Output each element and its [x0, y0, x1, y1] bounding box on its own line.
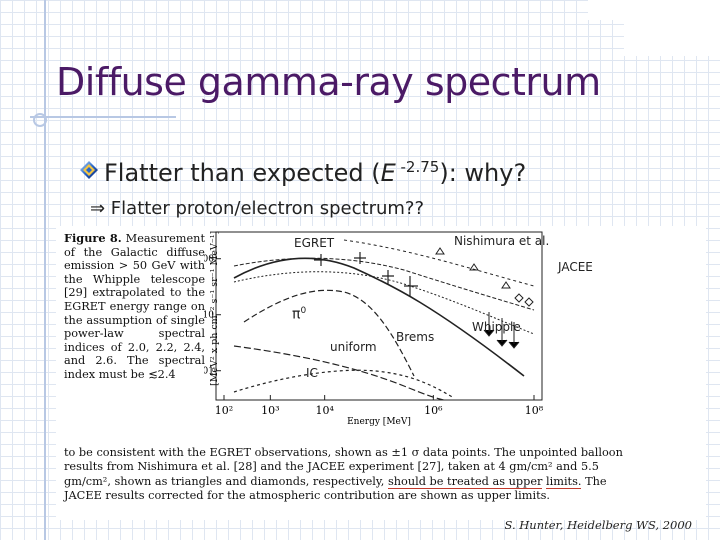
caption-underlined-1: should be treated as upper: [387, 474, 543, 489]
label-ic: IC: [306, 366, 318, 380]
jacee-upper-limits: [483, 312, 520, 349]
sub-bullet: ⇒ Flatter proton/electron spectrum??: [90, 198, 425, 219]
diamond-bullet-icon: [80, 161, 98, 179]
bullet-text-before: Flatter than expected (: [104, 159, 381, 187]
curve-ic: [233, 369, 455, 399]
egret-points: [314, 252, 418, 296]
x-tick-label: 10³: [261, 404, 279, 417]
bullet-variable: E: [380, 159, 396, 187]
bullet-exponent: -2.75: [395, 158, 440, 176]
caption-underlined-2: limits.: [546, 474, 582, 489]
x-tick-label: 10⁴: [315, 404, 334, 417]
caption-heading: Figure 8.: [64, 231, 122, 245]
label-jacee: JACEE: [558, 260, 593, 274]
curve-model-b: [233, 271, 535, 335]
jacee-diamonds: [514, 293, 534, 307]
y-tick-label: 0.001: [204, 367, 214, 377]
label-nishimura: Nishimura et al.: [454, 234, 550, 248]
label-whipple: Whipple: [472, 320, 521, 334]
figure-image: Figure 8. Measurement of the Galactic di…: [56, 226, 706, 520]
caption-intro: Measurement of the Galactic diffuse emis…: [64, 232, 205, 381]
curve-model-a: [233, 257, 535, 311]
decor-ring-icon: [33, 113, 47, 127]
label-pi0: π0: [292, 306, 306, 323]
curve-nishimura: [343, 239, 535, 287]
decor-vertical-line: [44, 0, 46, 540]
y-ticks: 0.100 0.010 0.001: [204, 255, 221, 377]
label-pi0-base: π: [292, 306, 301, 323]
label-uniform: uniform: [330, 340, 377, 354]
bullet-text-after: ): why?: [439, 159, 527, 187]
nishimura-triangles: [435, 247, 511, 289]
label-egret: EGRET: [294, 236, 335, 250]
curve-egret: [233, 257, 525, 377]
x-axis-label: Energy [MeV]: [347, 417, 411, 426]
decor-horizontal-line: [30, 116, 176, 118]
figure-caption-bottom: to be consistent with the EGRET observat…: [64, 446, 646, 504]
curve-uniform: [243, 289, 415, 377]
caption-rest-2: The JACEE results corrected for the atmo…: [64, 474, 607, 503]
y-axis-label: [MeV² x ph cm⁻² s⁻¹ sr⁻¹ MeV⁻¹]: [209, 230, 220, 386]
x-tick-label: 10⁶: [424, 404, 443, 417]
y-tick-label: 0.100: [204, 255, 214, 265]
label-brems: Brems: [396, 330, 435, 344]
x-ticks: 10² 10³ 10⁴ 10⁶ 10⁸ Energy [MeV]: [215, 395, 544, 426]
chart-frame: [215, 231, 543, 401]
credit-text: S. Hunter, Heidelberg WS, 2000: [504, 518, 693, 532]
bullet-main: Flatter than expected (E -2.75): why?: [80, 158, 526, 187]
figure-caption: Figure 8. Measurement of the Galactic di…: [64, 231, 205, 382]
corner-white-strip: [588, 0, 720, 20]
x-tick-label: 10²: [215, 404, 233, 417]
slide-title: Diffuse gamma-ray spectrum: [56, 60, 601, 104]
caption-rest-1: to be consistent with the EGRET observat…: [64, 446, 623, 488]
curve-brems: [233, 345, 445, 401]
y-tick-label: 0.010: [204, 311, 214, 321]
label-pi0-sup: 0: [300, 306, 307, 316]
x-tick-label: 10⁸: [525, 404, 544, 417]
